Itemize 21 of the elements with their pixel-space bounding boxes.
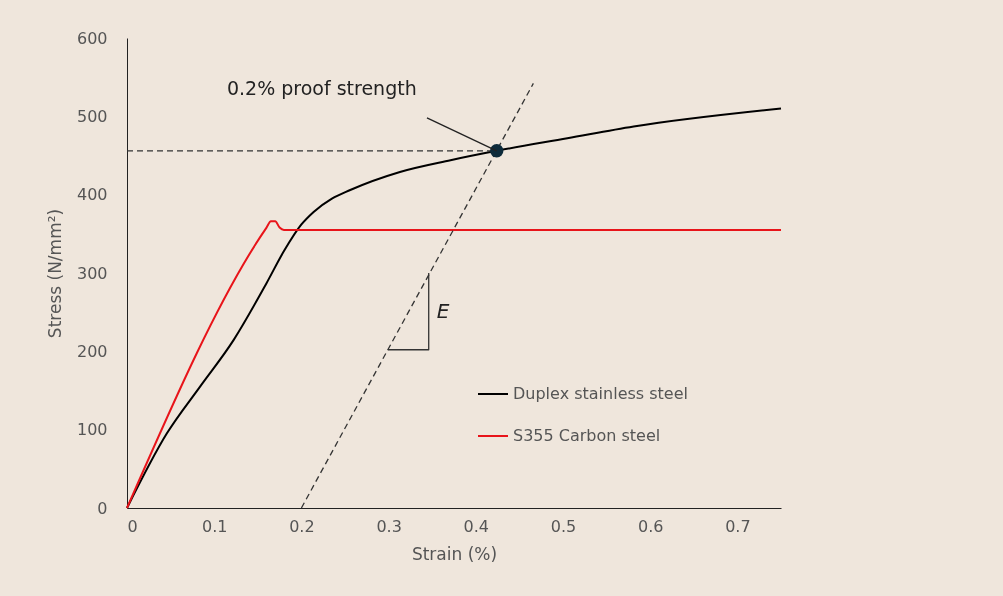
y-tick-label: 100	[76, 420, 108, 440]
x-tick-label: 0.2	[289, 516, 315, 536]
y-tick-label: 0	[97, 498, 108, 518]
x-tick-label: 0.6	[637, 516, 664, 536]
x-tick-label: 0	[127, 516, 138, 536]
y-axis-title: Stress (N/mm²)	[44, 208, 65, 339]
x-tick-label: 0.5	[550, 516, 577, 536]
x-tick-label: 0.7	[725, 516, 751, 536]
y-tick-label: 400	[76, 185, 108, 205]
y-tick-label: 600	[76, 28, 108, 48]
legend-label: Duplex stainless steel	[513, 384, 688, 403]
y-tick-label: 200	[76, 341, 108, 361]
annotation: 0.2% proof strength	[226, 76, 417, 99]
y-tick-label: 500	[76, 106, 108, 126]
annotation: E	[436, 299, 450, 324]
y-tick-label: 300	[76, 263, 108, 283]
x-tick-label: 0.4	[463, 516, 490, 536]
legend-label: S355 Carbon steel	[513, 426, 661, 445]
x-axis-title: Strain (%)	[411, 543, 498, 564]
x-tick-label: 0.3	[376, 516, 402, 536]
x-tick-label: 0.1	[201, 516, 228, 536]
